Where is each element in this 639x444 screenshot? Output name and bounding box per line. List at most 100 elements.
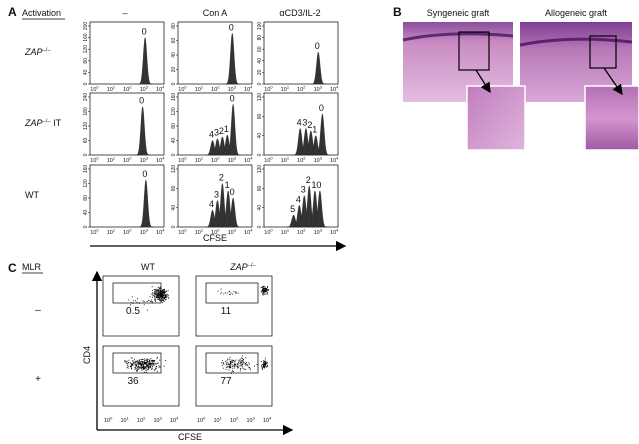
peak-label: 0 [316,180,321,190]
dot [153,295,155,296]
x-tick-label: 103 [140,85,149,94]
dot [230,361,231,363]
dot [156,289,157,291]
dot [136,365,138,367]
dot [157,293,159,295]
dot [148,363,150,365]
dot [141,367,143,368]
dot [228,291,230,293]
dot [262,366,264,368]
tick-exp: 0 [96,228,99,233]
dot [245,369,247,370]
dot [132,360,134,362]
dot [241,359,243,361]
dot [143,361,145,363]
dot [237,363,239,365]
dot [144,362,146,364]
dot [235,365,236,367]
dot [235,291,236,293]
dot [225,361,227,362]
dot [155,291,157,293]
dot [263,290,264,292]
panel-letter: C [8,261,17,275]
histology-images [402,22,639,151]
tick-base: 10 [228,87,234,93]
dot [149,360,151,362]
tick-exp: 0 [203,416,206,421]
dot [159,292,161,293]
dot [151,363,153,365]
dot [139,363,140,365]
dot [231,373,232,374]
y-tick-label: 40 [171,205,177,211]
image-title: Syngeneic graft [427,8,490,18]
tick-exp: 0 [96,156,99,161]
dot [138,367,140,369]
tick-base: 10 [281,87,287,93]
dot [242,361,244,363]
dot [150,363,152,365]
dot [154,299,155,301]
dot [143,363,145,365]
dot [158,296,160,298]
dot [226,367,228,368]
dot [164,291,166,293]
x-tick-label: 101 [107,156,116,165]
dot [152,292,154,294]
tick-base: 10 [137,418,143,424]
dot [229,291,230,293]
dot [136,370,138,372]
dot [167,289,169,291]
tick-exp: 1 [113,156,116,161]
plot-frame [195,275,273,337]
dot [143,301,145,303]
dot [228,366,230,367]
x-tick-label: 100 [264,85,273,94]
dot [263,289,264,291]
dot [131,366,132,368]
dot [230,366,231,367]
dot [155,288,157,290]
dot [222,359,223,361]
dot [263,362,264,364]
dot [161,291,163,292]
dot [238,366,239,368]
y-tick-label: 160 [83,33,89,42]
dot [159,294,161,296]
dot [233,291,235,292]
dot [230,362,231,364]
y-tick-label: 0 [83,225,89,228]
dot [144,361,146,363]
tick-exp: 1 [127,416,130,421]
dot [245,362,246,364]
dot [165,297,166,299]
tick-exp: 2 [143,416,146,421]
tick-exp: 3 [320,156,323,161]
tick-exp: 1 [220,416,223,421]
dot [164,289,166,291]
gene-name: ZAP [24,118,43,128]
dot [266,290,267,292]
dot [232,293,234,295]
histogram-peak [137,37,153,85]
dot [265,366,267,368]
dot [156,294,158,295]
dot [151,359,153,361]
dot [132,303,134,304]
dot [236,363,238,365]
dot [147,369,149,370]
x-tick-label: 101 [195,156,204,165]
dot [262,368,263,370]
dot [161,291,163,293]
x-tick-label: 103 [228,228,237,237]
dot [241,361,242,363]
dot [264,360,266,362]
dot [161,300,162,301]
dot [163,301,165,303]
dot [239,358,241,360]
gate [112,352,162,374]
gate-percent: 11 [221,306,232,317]
dot [146,309,148,311]
dot [158,294,160,296]
dot [159,291,160,293]
